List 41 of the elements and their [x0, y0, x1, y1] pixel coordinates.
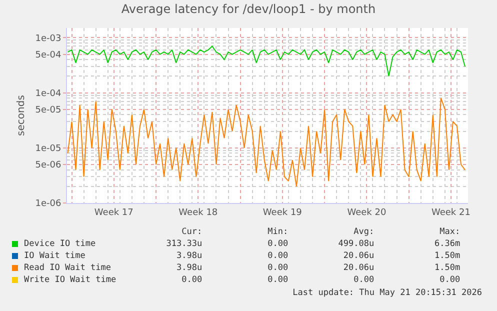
x-tick-label: Week 20	[347, 208, 386, 218]
x-tick-label: Week 17	[94, 208, 134, 218]
text: 0.00	[266, 238, 288, 250]
y-tick-label: 5e-06	[35, 160, 62, 171]
chart-title: Average latency for /dev/loop1 - by month	[121, 2, 376, 16]
legend-label: IO Wait time	[24, 251, 86, 261]
text: 20.06u	[342, 262, 374, 274]
legend-label: Device IO time	[24, 239, 96, 249]
text: 0.00	[352, 274, 374, 286]
text: 313.33u	[165, 238, 202, 250]
text: 3.98u	[176, 262, 202, 274]
x-tick-label: Week 19	[262, 208, 302, 218]
line-series	[67, 46, 466, 77]
text: 0.00	[266, 262, 288, 274]
text: 1.50m	[434, 250, 460, 262]
legend-label: Write IO Wait time	[24, 275, 116, 285]
text: Min:	[266, 226, 288, 238]
y-tick-label: 1e-05	[35, 144, 62, 154]
y-tick-label: 1e-06	[35, 199, 62, 210]
text: Avg:	[352, 226, 374, 238]
text: 0.00	[266, 250, 288, 262]
text: 0.00	[438, 274, 460, 286]
text: 499.08u	[337, 238, 374, 250]
y-tick-label: 5e-04	[35, 50, 62, 60]
y-tick-label: 1e-03	[35, 34, 62, 44]
x-tick-label: Week 21	[431, 208, 470, 218]
y-tick-label: 1e-04	[35, 88, 62, 99]
text: 6.36m	[434, 238, 460, 250]
text: Cur:	[180, 226, 202, 238]
legend-label: Read IO Wait time	[24, 263, 111, 273]
text: 20.06u	[342, 250, 374, 262]
x-tick-label: Week 18	[178, 208, 218, 218]
text: Last update: Thu May 21 20:15:31 2026	[292, 288, 482, 298]
text: 0.00	[180, 274, 202, 286]
y-tick-label: 5e-05	[35, 106, 62, 116]
text: Max:	[438, 226, 460, 238]
y-axis-title: seconds	[16, 95, 28, 136]
line-series	[67, 98, 466, 187]
text: 3.98u	[176, 250, 202, 262]
text: 0.00	[266, 274, 288, 286]
text: 1.50m	[434, 262, 460, 274]
